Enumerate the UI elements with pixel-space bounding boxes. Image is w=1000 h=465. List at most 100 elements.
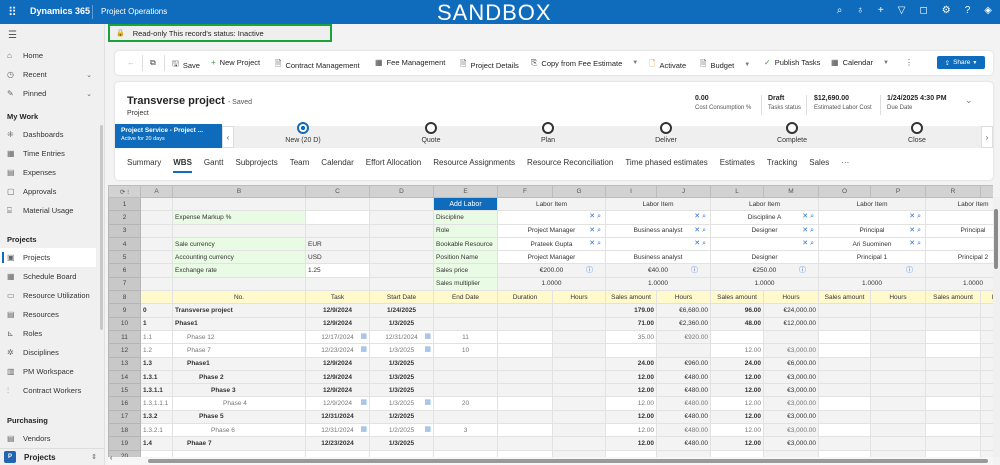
- tab-estimates[interactable]: Estimates: [719, 158, 755, 167]
- calendar-icon[interactable]: ▦: [424, 399, 431, 407]
- scrollbar-thumb[interactable]: [148, 459, 988, 463]
- chevron-down-icon[interactable]: ⌄: [86, 71, 92, 79]
- grid-cell[interactable]: [369, 223, 434, 238]
- labor-resource-cell[interactable]: ✕ ⌕: [605, 236, 711, 252]
- column-header[interactable]: J: [656, 185, 711, 198]
- column-header[interactable]: F: [497, 185, 553, 198]
- info-icon[interactable]: ⓘ: [799, 267, 806, 275]
- grid-cell[interactable]: [140, 210, 173, 225]
- business-process-flyout[interactable]: Project Service - Project ... Active for …: [115, 124, 222, 148]
- clear-icon[interactable]: ✕: [909, 239, 918, 247]
- clear-icon[interactable]: ✕: [909, 213, 918, 221]
- info-icon[interactable]: ⓘ: [906, 267, 913, 275]
- config-value[interactable]: [305, 196, 370, 212]
- sidebar-item-approvals[interactable]: ▢ Approvals: [0, 182, 104, 201]
- lookup-search-icon[interactable]: ⌕: [702, 226, 706, 234]
- calendar-icon[interactable]: ▦: [424, 426, 431, 434]
- grid-cell[interactable]: [369, 210, 434, 225]
- sidebar-item-resource-utilization[interactable]: ▭ Resource Utilization: [0, 286, 104, 305]
- search-icon[interactable]: ⌕: [836, 5, 843, 16]
- hours-cell[interactable]: [818, 423, 871, 438]
- labor-resource-cell[interactable]: Ari Suominen ✕ ⌕: [818, 236, 926, 252]
- back-arrow-icon[interactable]: ←: [127, 58, 135, 67]
- clear-icon[interactable]: ✕: [694, 239, 703, 247]
- grid-cell[interactable]: [140, 276, 173, 292]
- lookup-search-icon[interactable]: ⌕: [917, 213, 921, 221]
- sidebar-item-roles[interactable]: ⊾ Roles: [0, 324, 104, 343]
- hours-cell[interactable]: [818, 343, 871, 358]
- sidebar-scrollbar[interactable]: [100, 125, 103, 330]
- column-header[interactable]: A: [140, 185, 173, 198]
- fee-management-button[interactable]: ▦ Fee Management: [375, 58, 445, 67]
- hours-cell[interactable]: 12.00: [605, 423, 657, 438]
- refresh-grid-button[interactable]: ⟳ ⁝: [108, 185, 141, 198]
- column-header[interactable]: [980, 185, 993, 198]
- column-header[interactable]: M: [763, 185, 819, 198]
- config-value[interactable]: [305, 210, 370, 225]
- labor-role-cell[interactable]: Project Manager ✕ ⌕: [497, 223, 606, 238]
- sidebar-item-material-usage[interactable]: ⌸ Material Usage: [0, 201, 104, 220]
- column-header[interactable]: O: [818, 185, 871, 198]
- lookup-search-icon[interactable]: ⌕: [810, 213, 814, 221]
- task-start-date[interactable]: [305, 449, 370, 457]
- task-start-date[interactable]: 12/23/2024 ▦: [305, 343, 370, 358]
- row-number[interactable]: 4: [108, 236, 141, 252]
- row-number[interactable]: 16: [108, 396, 141, 411]
- hours-cell[interactable]: [818, 396, 871, 411]
- activate-button[interactable]: 🗋 Activate: [649, 58, 686, 72]
- clear-icon[interactable]: ✕: [909, 226, 918, 234]
- task-name[interactable]: Phase 6: [172, 423, 306, 438]
- lookup-search-icon[interactable]: ⌕: [917, 226, 921, 234]
- app-launcher-icon[interactable]: ⠿: [8, 5, 17, 19]
- scroll-left-icon[interactable]: ‹: [110, 455, 113, 462]
- add-labor-button[interactable]: Add Labor: [433, 196, 498, 212]
- calendar-button[interactable]: ▦ Calendar ▼: [831, 58, 889, 67]
- area-switcher[interactable]: P Projects ⇕: [0, 448, 105, 465]
- hours-cell[interactable]: [710, 449, 764, 457]
- row-number[interactable]: 11: [108, 329, 141, 345]
- stage-deliver[interactable]: Deliver: [636, 122, 696, 144]
- row-number[interactable]: 17: [108, 409, 141, 425]
- row-number[interactable]: 1: [108, 196, 141, 212]
- clear-icon[interactable]: ✕: [589, 213, 598, 221]
- task-duration[interactable]: 11: [433, 329, 498, 345]
- row-number[interactable]: 10: [108, 316, 141, 331]
- task-end-date[interactable]: 1/3/2025 ▦: [369, 343, 434, 358]
- tab-wbs[interactable]: WBS: [173, 158, 192, 173]
- stage-close[interactable]: Close: [887, 122, 947, 144]
- info-icon[interactable]: ⓘ: [586, 267, 593, 275]
- task-duration[interactable]: 10: [433, 343, 498, 358]
- share-button[interactable]: ⇪ Share ▼: [937, 56, 985, 69]
- task-start-date[interactable]: 12/9/2024 ▦: [305, 396, 370, 411]
- hours-cell[interactable]: [605, 343, 657, 358]
- row-number[interactable]: 18: [108, 423, 141, 438]
- column-header[interactable]: R: [925, 185, 981, 198]
- hours-cell[interactable]: [497, 396, 553, 411]
- filter-icon[interactable]: ▽: [897, 5, 906, 16]
- row-number[interactable]: 12: [108, 343, 141, 358]
- sidebar-item-pm-workspace[interactable]: ▥ PM Workspace: [0, 362, 104, 381]
- column-header[interactable]: L: [710, 185, 764, 198]
- vertical-scrollbar[interactable]: [993, 197, 1000, 457]
- hours-cell[interactable]: [497, 329, 553, 345]
- labor-resource-cell[interactable]: Prateek Gupta ✕ ⌕: [497, 236, 606, 252]
- chevron-left-icon[interactable]: ‹: [222, 126, 234, 148]
- task-name[interactable]: Phase 7: [172, 343, 306, 358]
- column-header[interactable]: P: [870, 185, 926, 198]
- grid-cell[interactable]: [140, 263, 173, 278]
- horizontal-scrollbar[interactable]: ‹: [108, 455, 993, 465]
- grid-cell[interactable]: [369, 276, 434, 292]
- tab-team[interactable]: Team: [289, 158, 310, 167]
- calendar-icon[interactable]: ▦: [360, 332, 367, 340]
- task-end-date[interactable]: [369, 449, 434, 457]
- save-button[interactable]: 🖫 Save: [172, 58, 200, 72]
- hours-cell[interactable]: [925, 423, 981, 438]
- task-name[interactable]: Phase 12: [172, 329, 306, 345]
- column-header[interactable]: C: [305, 185, 370, 198]
- sidebar-item-projects[interactable]: ▣ Projects: [0, 248, 96, 267]
- hours-cell[interactable]: [497, 423, 553, 438]
- stage-new[interactable]: New (20 D): [273, 122, 333, 144]
- publish-tasks-button[interactable]: ✓ Publish Tasks: [764, 58, 820, 67]
- contract-management-button[interactable]: 🗎 Contract Management: [275, 58, 360, 72]
- grid-cell[interactable]: [369, 196, 434, 212]
